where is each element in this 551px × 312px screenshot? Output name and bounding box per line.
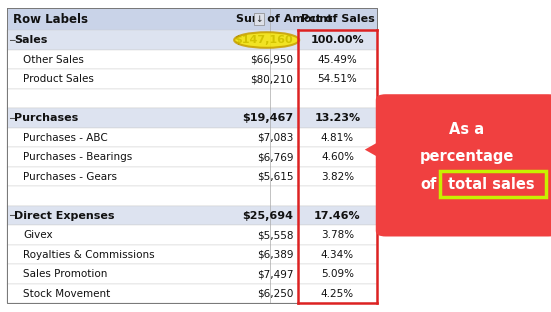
Text: 3.82%: 3.82% <box>321 172 354 182</box>
Text: Stock Movement: Stock Movement <box>23 289 110 299</box>
Text: $25,694: $25,694 <box>242 211 293 221</box>
Text: Purchases: Purchases <box>14 113 79 123</box>
Text: 13.23%: 13.23% <box>315 113 360 123</box>
Text: 4.81%: 4.81% <box>321 133 354 143</box>
Text: Purchases - Gears: Purchases - Gears <box>23 172 117 182</box>
Text: 3.78%: 3.78% <box>321 230 354 240</box>
Text: Product Sales: Product Sales <box>23 74 94 84</box>
FancyBboxPatch shape <box>7 284 377 303</box>
Text: $66,950: $66,950 <box>250 55 293 65</box>
FancyBboxPatch shape <box>7 108 377 128</box>
Text: $19,467: $19,467 <box>242 113 293 123</box>
Text: $147,160: $147,160 <box>235 35 293 45</box>
FancyBboxPatch shape <box>7 264 377 284</box>
Text: −: − <box>8 114 16 123</box>
Text: −: − <box>8 211 16 220</box>
FancyBboxPatch shape <box>7 147 377 167</box>
Text: −: − <box>8 36 16 45</box>
Text: 4.60%: 4.60% <box>321 152 354 162</box>
Text: Sum of Amount: Sum of Amount <box>235 14 332 24</box>
FancyBboxPatch shape <box>7 186 377 206</box>
Text: ↓: ↓ <box>255 15 263 23</box>
FancyBboxPatch shape <box>7 167 377 186</box>
Text: 4.34%: 4.34% <box>321 250 354 260</box>
Text: Purchases - Bearings: Purchases - Bearings <box>23 152 132 162</box>
FancyBboxPatch shape <box>7 225 377 245</box>
FancyBboxPatch shape <box>7 206 377 225</box>
Text: $7,497: $7,497 <box>257 269 293 279</box>
Text: $5,558: $5,558 <box>257 230 293 240</box>
FancyBboxPatch shape <box>7 50 377 69</box>
Text: Other Sales: Other Sales <box>23 55 84 65</box>
Text: $80,210: $80,210 <box>250 74 293 84</box>
FancyBboxPatch shape <box>7 30 377 50</box>
Text: total sales: total sales <box>449 177 535 192</box>
Polygon shape <box>365 138 386 161</box>
Text: 5.09%: 5.09% <box>321 269 354 279</box>
Text: Sales: Sales <box>14 35 48 45</box>
Text: 17.46%: 17.46% <box>314 211 361 221</box>
Text: 4.25%: 4.25% <box>321 289 354 299</box>
Text: of: of <box>420 177 436 192</box>
FancyBboxPatch shape <box>7 8 377 30</box>
Text: Royalties & Commissions: Royalties & Commissions <box>23 250 155 260</box>
Text: As a: As a <box>450 122 484 137</box>
Text: 54.51%: 54.51% <box>317 74 358 84</box>
Ellipse shape <box>234 32 299 48</box>
Text: $5,615: $5,615 <box>257 172 293 182</box>
FancyBboxPatch shape <box>7 245 377 264</box>
Text: $6,769: $6,769 <box>257 152 293 162</box>
Text: $6,250: $6,250 <box>257 289 293 299</box>
FancyBboxPatch shape <box>7 69 377 89</box>
Text: Sales Promotion: Sales Promotion <box>23 269 107 279</box>
Text: 45.49%: 45.49% <box>317 55 358 65</box>
Text: Row Labels: Row Labels <box>13 12 88 26</box>
FancyBboxPatch shape <box>376 94 551 236</box>
Text: percentage: percentage <box>420 149 514 163</box>
Text: Purchases - ABC: Purchases - ABC <box>23 133 108 143</box>
Text: 100.00%: 100.00% <box>311 35 364 45</box>
FancyBboxPatch shape <box>7 128 377 147</box>
FancyBboxPatch shape <box>7 89 377 108</box>
Text: Pct of Sales: Pct of Sales <box>301 14 374 24</box>
Text: $7,083: $7,083 <box>257 133 293 143</box>
Text: $6,389: $6,389 <box>257 250 293 260</box>
Text: Givex: Givex <box>23 230 53 240</box>
Text: Direct Expenses: Direct Expenses <box>14 211 115 221</box>
